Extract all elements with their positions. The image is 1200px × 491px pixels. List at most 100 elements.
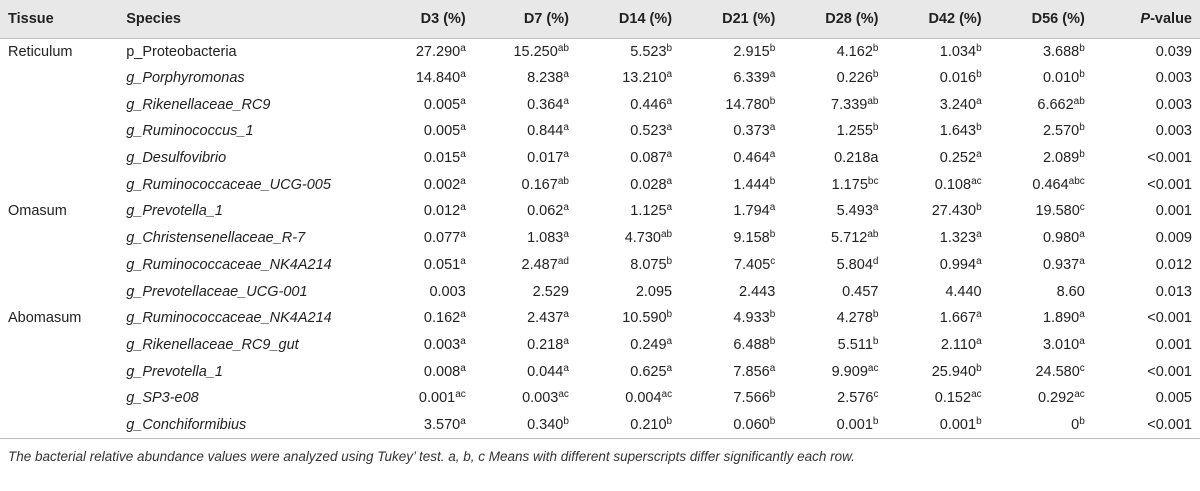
species-cell: g_Christensenellaceae_R-7 bbox=[126, 230, 306, 247]
header-d21: D21 (%) bbox=[680, 0, 784, 39]
value-text: 0.218 bbox=[527, 336, 564, 353]
superscript-letters: ab bbox=[1073, 95, 1085, 107]
superscript-letters: a bbox=[1079, 335, 1085, 347]
value-text: 0.210 bbox=[630, 416, 667, 433]
value-cell: 4.933b bbox=[680, 305, 783, 332]
value-cell: 4.730ab bbox=[577, 225, 680, 252]
value-text: 5.712 bbox=[831, 230, 868, 247]
superscript-letters: ac bbox=[1074, 389, 1085, 401]
value-text: 0.340 bbox=[527, 416, 564, 433]
value-cell: 2.915b bbox=[680, 38, 783, 65]
superscript-letters: c bbox=[770, 255, 776, 267]
value-cell: 1.444b bbox=[680, 171, 783, 198]
superscript-letters: ad bbox=[557, 255, 569, 267]
value-cell: 1.175bc bbox=[783, 171, 886, 198]
value-cell: 1.125a bbox=[577, 198, 680, 225]
value-text: 2.576 bbox=[837, 390, 874, 407]
table-row: g_Porphyromonas 14.840a 8.238a 13.210a 6.339… bbox=[0, 65, 1200, 92]
value-cell: 6.339a bbox=[680, 65, 783, 92]
value-cell: 2.443 bbox=[680, 278, 783, 305]
value-text: 3.570 bbox=[423, 416, 461, 433]
value-cell: 0.087a bbox=[577, 145, 680, 172]
superscript-letters: b bbox=[872, 415, 879, 427]
superscript-letters: a bbox=[563, 309, 569, 321]
superscript-letters: c bbox=[873, 389, 879, 401]
value-text: 0.464 bbox=[733, 150, 770, 167]
value-cell: 0.001b bbox=[783, 411, 887, 439]
value-cell: 8.238a bbox=[474, 65, 577, 92]
value-cell: 27.430b bbox=[886, 198, 989, 225]
value-cell: 3.010a bbox=[990, 332, 1093, 359]
header-d3: D3 (%) bbox=[370, 0, 474, 39]
value-text: 0.457 bbox=[842, 283, 879, 300]
p-value-cell: <0.001 bbox=[1147, 363, 1192, 380]
value-cell: 0.252a bbox=[886, 145, 989, 172]
superscript-letters: a bbox=[872, 202, 879, 214]
value-text: 7.856 bbox=[733, 363, 770, 380]
table-row: g_Christensenellaceae_R-7 0.077a 1.083a 4.7… bbox=[0, 225, 1200, 252]
header-tissue: Tissue bbox=[0, 0, 119, 39]
header-d42: D42 (%) bbox=[886, 0, 990, 39]
value-cell: 2.095 bbox=[577, 278, 680, 305]
superscript-letters: b bbox=[666, 255, 673, 267]
value-cell: 0.373a bbox=[680, 118, 783, 145]
value-text: 8.075 bbox=[630, 256, 667, 273]
value-text: 0.464 bbox=[1032, 176, 1069, 193]
superscript-letters: b bbox=[976, 42, 982, 54]
superscript-letters: b bbox=[769, 175, 776, 187]
value-text: 4.730 bbox=[624, 230, 661, 247]
value-cell: 5.804d bbox=[783, 252, 886, 279]
superscript-letters: a bbox=[563, 229, 569, 241]
value-cell: 7.566b bbox=[680, 385, 783, 412]
value-text: 6.339 bbox=[733, 70, 770, 87]
value-cell: 0.010b bbox=[990, 65, 1093, 92]
value-cell: 0.218a bbox=[474, 332, 577, 359]
superscript-letters: a bbox=[460, 69, 466, 81]
superscript-letters: a bbox=[563, 95, 569, 107]
value-text: 0.373 bbox=[733, 123, 770, 140]
value-cell: 19.580c bbox=[990, 198, 1093, 225]
superscript-letters: a bbox=[976, 149, 982, 161]
p-value-cell: 0.003 bbox=[1155, 96, 1192, 113]
value-cell: 2.089b bbox=[990, 145, 1093, 172]
tissue-cell bbox=[0, 91, 118, 118]
value-text: 0.044 bbox=[527, 363, 564, 380]
superscript-letters: a bbox=[976, 255, 982, 267]
tissue-cell bbox=[0, 252, 118, 279]
superscript-letters: a bbox=[563, 362, 569, 374]
superscript-letters: a bbox=[563, 149, 569, 161]
value-cell: 4.440 bbox=[886, 278, 989, 305]
value-cell: 0.002a bbox=[371, 171, 474, 198]
value-cell: 0.167ab bbox=[474, 171, 577, 198]
value-cell: 5.511b bbox=[783, 332, 886, 359]
value-cell: 0.446a bbox=[577, 91, 680, 118]
superscript-letters: abc bbox=[1068, 175, 1085, 187]
value-cell: 0.008a bbox=[371, 358, 474, 385]
species-cell: g_Ruminococcaceae_NK4A214 bbox=[126, 310, 332, 327]
table-row: g_Rikenellaceae_RC9_gut 0.003a 0.218a 0.249… bbox=[0, 332, 1200, 359]
value-cell: 6.488b bbox=[680, 332, 783, 359]
superscript-letters: b bbox=[769, 415, 776, 427]
value-cell: 0.003ac bbox=[474, 385, 577, 412]
p-value-cell: 0.005 bbox=[1155, 390, 1192, 407]
superscript-letters: a bbox=[666, 175, 673, 187]
superscript-letters: ac bbox=[661, 389, 673, 401]
superscript-letters: b bbox=[1079, 149, 1085, 161]
superscript-letters: ac bbox=[867, 362, 879, 374]
value-text: 0.010 bbox=[1042, 70, 1080, 87]
value-cell: 25.940b bbox=[886, 358, 989, 385]
value-cell: 0.003 bbox=[371, 278, 474, 305]
value-text: 24.580 bbox=[1035, 363, 1080, 380]
species-cell: g_Prevotella_1 bbox=[126, 203, 223, 220]
value-text: 10.590 bbox=[622, 310, 667, 327]
p-value-cell: <0.001 bbox=[1147, 150, 1192, 167]
value-text: 0.001 bbox=[939, 416, 977, 433]
superscript-letters: a bbox=[769, 122, 776, 134]
tissue-cell bbox=[0, 65, 118, 92]
value-cell: 0.028a bbox=[577, 171, 680, 198]
superscript-letters: ac bbox=[558, 389, 569, 401]
value-text: 7.405 bbox=[733, 256, 771, 273]
value-cell: 0.001b bbox=[886, 411, 990, 439]
value-text: 3.240 bbox=[939, 96, 977, 113]
value-cell: 0.077a bbox=[371, 225, 474, 252]
